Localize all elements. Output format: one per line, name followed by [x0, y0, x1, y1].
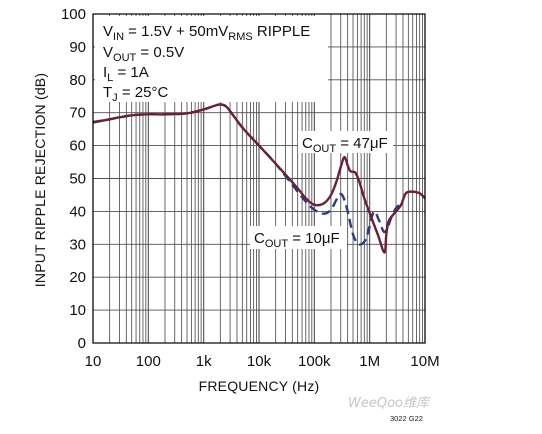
y-tick-label: 70	[69, 105, 86, 122]
figure-code: 3022 G22	[390, 414, 423, 423]
y-tick-label: 80	[69, 72, 86, 89]
test-conditions-background	[95, 16, 328, 102]
y-axis-title: INPUT RIPPLE REJECTION (dB)	[32, 73, 48, 287]
test-condition-text: V	[103, 23, 113, 40]
y-tick-label: 50	[69, 171, 86, 188]
axis-tick-labels: 10 100 1k 10k 100k 1M 10M010203040506070809010…	[61, 6, 440, 370]
series-line-cout-47uf	[93, 103, 425, 254]
test-condition-text: = 0.5V	[136, 44, 184, 61]
test-condition-subscript: J	[112, 92, 118, 104]
test-condition-line: VIN = 1.5V + 50mVRMS RIPPLE	[103, 23, 310, 43]
y-tick-label: 100	[61, 6, 86, 23]
series-label-background-47uf	[298, 131, 393, 153]
series-label-text: = 10μF	[288, 230, 340, 247]
label-backgrounds	[95, 16, 393, 249]
plot-series	[93, 103, 425, 254]
test-condition-text: = 1A	[113, 64, 148, 81]
x-tick-label: 1k	[196, 353, 212, 370]
test-condition-text: V	[103, 44, 113, 61]
test-condition-subscript: OUT	[113, 52, 137, 64]
y-tick-label: 60	[69, 138, 86, 155]
x-axis-title: FREQUENCY (Hz)	[199, 378, 320, 394]
series-label-text: = 47μF	[336, 135, 388, 152]
x-tick-label: 100	[136, 353, 161, 370]
test-condition-text: = 25°C	[118, 84, 169, 101]
test-condition-line: VOUT = 0.5V	[103, 44, 184, 64]
y-tick-label: 90	[69, 39, 86, 56]
test-condition-subscript: L	[107, 72, 113, 84]
series-label-cout-10uf: COUT = 10μF	[254, 230, 340, 250]
series-label-subscript: OUT	[313, 143, 337, 155]
test-condition-subscript: IN	[113, 31, 124, 43]
y-tick-label: 10	[69, 302, 86, 319]
x-tick-label: 10	[85, 353, 102, 370]
series-line-cout-10uf	[93, 103, 404, 246]
series-label-cout-47uf: COUT = 47μF	[302, 135, 388, 155]
y-tick-label: 20	[69, 269, 86, 286]
y-tick-label: 0	[78, 335, 86, 352]
test-condition-text: T	[103, 84, 112, 101]
plot-frame	[92, 13, 426, 344]
series-label-text: C	[254, 230, 265, 247]
x-tick-label: 10k	[247, 353, 272, 370]
series-label-background-10uf	[250, 226, 347, 249]
y-tick-label: 40	[69, 203, 86, 220]
test-condition-line: TJ = 25°C	[103, 84, 168, 104]
x-tick-label: 10M	[410, 353, 439, 370]
y-tick-label: 30	[69, 236, 86, 253]
series-label-subscript: OUT	[265, 238, 289, 250]
test-condition-text: RIPPLE	[253, 23, 311, 40]
watermark: WeeQoo维库	[348, 396, 431, 411]
series-label-text: C	[302, 135, 313, 152]
test-condition-text: I	[103, 64, 107, 81]
test-condition-subscript: RMS	[228, 31, 252, 43]
test-condition-line: IL = 1A	[103, 64, 149, 84]
x-tick-label: 100k	[298, 353, 331, 370]
x-tick-label: 1M	[359, 353, 380, 370]
test-condition-text: = 1.5V + 50mV	[124, 23, 228, 40]
